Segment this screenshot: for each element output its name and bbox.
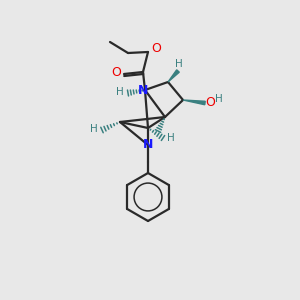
Text: O: O — [151, 43, 161, 56]
Text: H: H — [90, 124, 98, 134]
Text: H: H — [175, 59, 183, 69]
Text: H: H — [167, 133, 175, 143]
Polygon shape — [168, 70, 179, 82]
Text: N: N — [138, 83, 148, 97]
Polygon shape — [183, 100, 205, 105]
Text: H: H — [116, 87, 124, 97]
Text: H: H — [215, 94, 223, 104]
Text: O: O — [205, 95, 215, 109]
Text: O: O — [111, 67, 121, 80]
Text: N: N — [143, 137, 153, 151]
